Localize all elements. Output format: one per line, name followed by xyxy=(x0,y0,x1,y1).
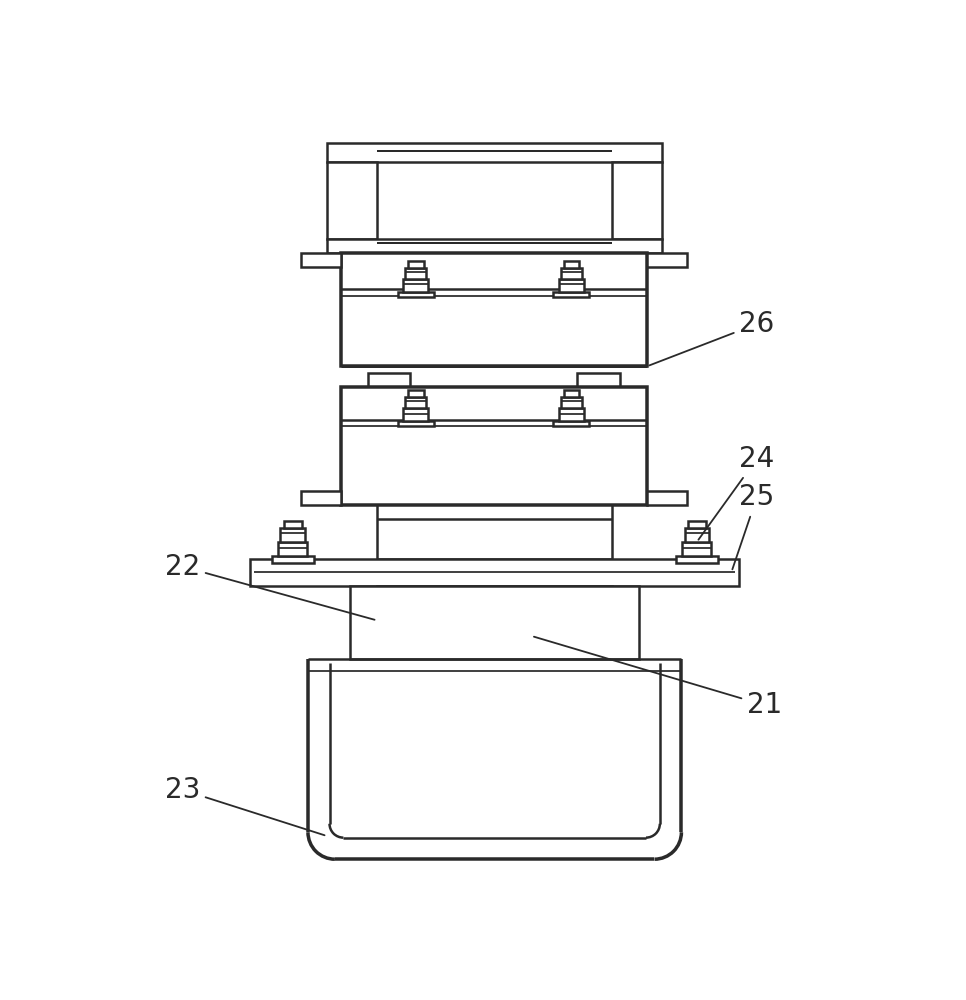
Bar xyxy=(327,162,378,239)
Bar xyxy=(327,143,662,162)
Text: 22: 22 xyxy=(165,553,375,620)
Bar xyxy=(280,528,305,542)
Bar xyxy=(399,607,590,630)
Text: 26: 26 xyxy=(649,310,775,365)
Text: 24: 24 xyxy=(698,445,775,540)
Bar xyxy=(405,397,426,408)
Bar xyxy=(563,261,579,268)
Bar xyxy=(554,292,589,297)
Bar xyxy=(682,542,711,556)
Bar xyxy=(378,586,612,651)
Bar xyxy=(558,279,583,292)
Bar xyxy=(612,162,662,239)
Bar xyxy=(378,505,612,559)
Bar xyxy=(301,253,341,267)
Bar xyxy=(250,559,739,586)
Bar xyxy=(408,390,423,397)
Bar xyxy=(271,556,314,563)
Bar xyxy=(561,268,582,279)
Bar xyxy=(408,261,423,268)
Text: 25: 25 xyxy=(732,483,775,569)
Bar xyxy=(403,408,428,421)
Bar xyxy=(368,373,411,387)
Bar xyxy=(563,390,579,397)
Bar xyxy=(351,586,639,659)
Bar xyxy=(283,521,301,528)
Bar xyxy=(554,421,589,426)
Bar xyxy=(676,556,718,563)
Bar xyxy=(685,528,709,542)
Text: 23: 23 xyxy=(165,776,325,835)
Bar xyxy=(403,279,428,292)
Bar xyxy=(398,292,434,297)
Bar xyxy=(647,253,687,267)
Bar xyxy=(341,253,647,366)
Text: 21: 21 xyxy=(534,637,782,719)
Bar xyxy=(341,387,647,505)
Bar xyxy=(398,421,434,426)
Bar xyxy=(405,268,426,279)
Bar xyxy=(278,542,307,556)
Bar xyxy=(561,397,582,408)
Bar xyxy=(301,491,341,505)
Bar xyxy=(647,491,687,505)
Bar xyxy=(688,521,706,528)
Bar xyxy=(578,373,620,387)
Bar xyxy=(558,408,583,421)
Bar xyxy=(327,239,662,253)
